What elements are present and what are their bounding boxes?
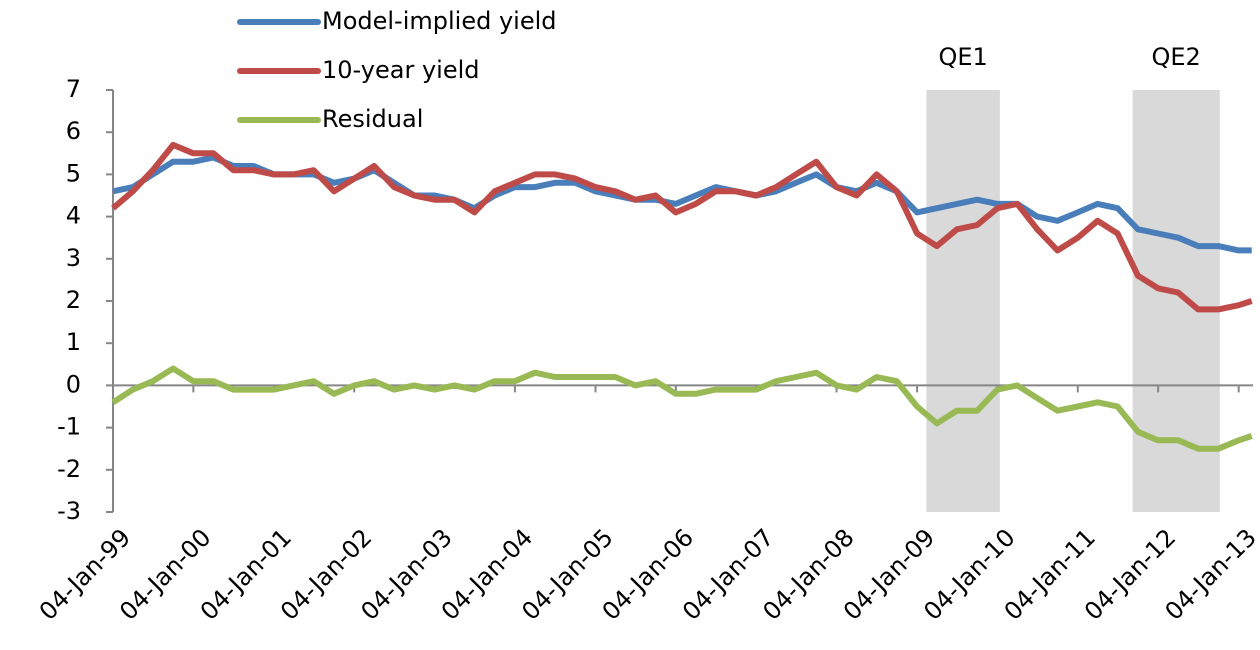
y-tick-label: -3 bbox=[57, 497, 81, 525]
series-line bbox=[111, 141, 1253, 313]
y-tick-label: 5 bbox=[66, 159, 81, 187]
y-tick-label: 3 bbox=[66, 244, 81, 272]
y-tick-label: -2 bbox=[57, 455, 81, 483]
y-tick-label: 2 bbox=[66, 286, 81, 314]
series-line bbox=[111, 365, 1253, 452]
y-tick-label: 6 bbox=[66, 117, 81, 145]
period-label: QE1 bbox=[938, 43, 987, 71]
legend-label: Residual bbox=[322, 105, 423, 133]
y-tick-label: 7 bbox=[66, 75, 81, 103]
y-tick-label: -1 bbox=[57, 413, 81, 441]
y-tick-label: 4 bbox=[66, 202, 81, 230]
shaded-period bbox=[926, 90, 1000, 512]
legend-label: Model-implied yield bbox=[322, 7, 557, 35]
legend-label: 10-year yield bbox=[322, 56, 480, 84]
period-label: QE2 bbox=[1152, 43, 1201, 71]
y-tick-label: 1 bbox=[66, 328, 81, 356]
y-tick-label: 0 bbox=[66, 370, 81, 398]
